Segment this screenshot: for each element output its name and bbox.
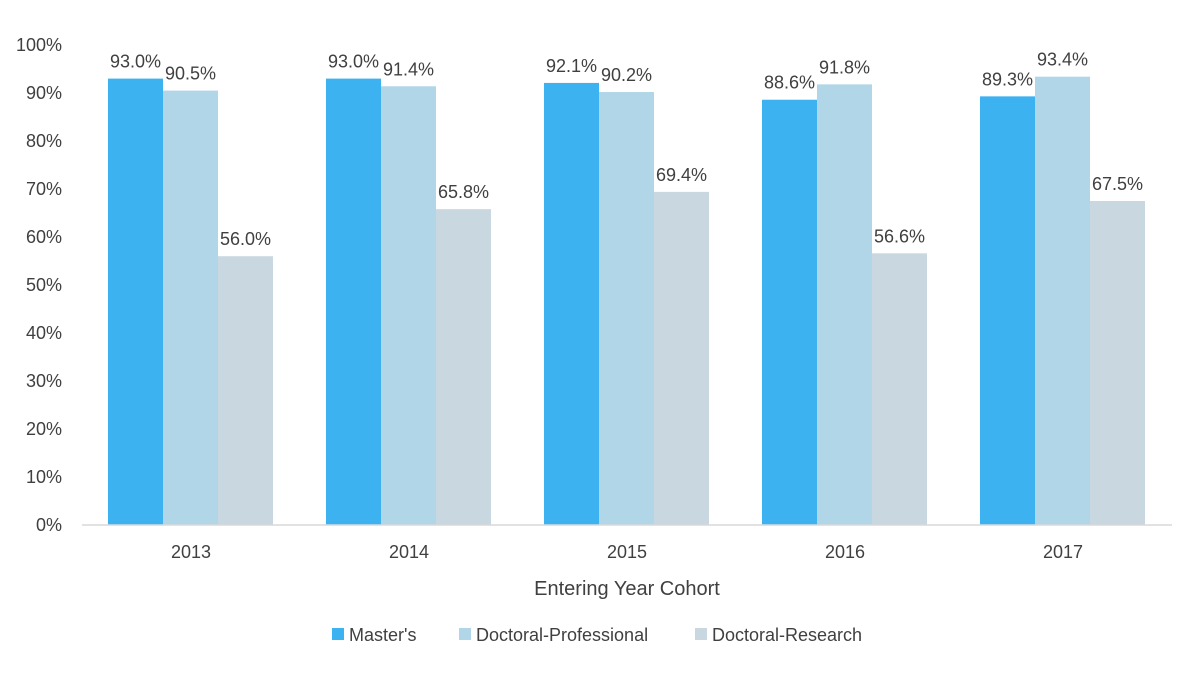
bar <box>817 84 872 526</box>
x-axis-ticks: 2013 2014 2015 2016 2017 <box>171 542 1083 562</box>
data-label: 92.1% <box>546 56 597 76</box>
x-tick-label: 2014 <box>389 542 429 562</box>
data-label: 88.6% <box>764 73 815 93</box>
bar <box>436 209 491 525</box>
y-tick-label: 90% <box>26 83 62 103</box>
y-tick-label: 0% <box>36 515 62 535</box>
bars-group <box>108 76 1145 526</box>
x-tick-label: 2017 <box>1043 542 1083 562</box>
data-label: 90.2% <box>601 65 652 85</box>
data-label: 67.5% <box>1092 174 1143 194</box>
x-axis-title: Entering Year Cohort <box>534 578 720 600</box>
x-tick-label: 2015 <box>607 542 647 562</box>
data-label: 69.4% <box>656 165 707 185</box>
bar <box>381 86 436 525</box>
legend: Master's Doctoral-Professional Doctoral-Re… <box>332 625 862 645</box>
legend-item: Doctoral-Professional <box>459 625 648 645</box>
data-label: 93.0% <box>328 52 379 72</box>
data-label: 56.0% <box>220 229 271 249</box>
legend-item: Doctoral-Research <box>695 625 862 645</box>
data-label: 89.3% <box>982 69 1033 89</box>
data-label: 90.5% <box>165 64 216 84</box>
bar <box>1035 76 1090 526</box>
bar <box>654 191 709 525</box>
bar <box>980 96 1035 526</box>
x-tick-label: 2016 <box>825 542 865 562</box>
y-tick-label: 10% <box>26 467 62 487</box>
y-tick-label: 80% <box>26 131 62 151</box>
data-labels-group: 93.0%90.5%56.0%93.0% 91.4%65.8%92.1% 90.2%… <box>110 50 1143 250</box>
y-tick-label: 70% <box>26 179 62 199</box>
bar <box>163 90 218 525</box>
bar <box>326 78 381 525</box>
legend-label: Master's <box>349 625 416 645</box>
data-label: 65.8% <box>438 182 489 202</box>
data-label: 93.0% <box>110 52 161 72</box>
data-label: 93.4% <box>1037 50 1088 70</box>
bar <box>218 256 273 525</box>
y-tick-label: 20% <box>26 419 62 439</box>
bar <box>762 99 817 525</box>
data-label: 91.8% <box>819 57 870 77</box>
y-tick-label: 30% <box>26 371 62 391</box>
bar <box>599 92 654 525</box>
x-tick-label: 2013 <box>171 542 211 562</box>
legend-swatch <box>332 628 344 640</box>
data-label: 56.6% <box>874 226 925 246</box>
y-tick-label: 40% <box>26 323 62 343</box>
bar <box>872 253 927 525</box>
legend-swatch <box>459 628 471 640</box>
legend-label: Doctoral-Research <box>712 625 862 645</box>
legend-label: Doctoral-Professional <box>476 625 648 645</box>
bar <box>1090 201 1145 525</box>
bar <box>544 82 599 526</box>
y-tick-label: 50% <box>26 275 62 295</box>
y-axis-ticks: 0% 10% 20% 30% 40% 50% 60% 70% 80% 90% 100% <box>16 35 62 535</box>
legend-swatch <box>695 628 707 640</box>
y-tick-label: 60% <box>26 227 62 247</box>
data-label: 91.4% <box>383 59 434 79</box>
bar <box>108 78 163 525</box>
legend-item: Master's <box>332 625 416 645</box>
y-tick-label: 100% <box>16 35 62 55</box>
